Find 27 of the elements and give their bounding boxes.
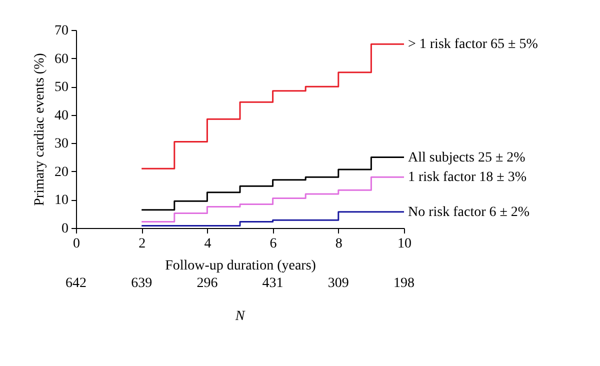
y-tick-label: 40 [54,108,68,124]
y-tick-label: 60 [54,52,68,67]
text: N [234,309,246,324]
text: 642 [66,276,86,291]
x-tick-label: 8 [335,236,342,252]
x-tick-label: 2 [138,236,146,252]
y-tick-label: 0 [62,222,68,236]
text: 198 [394,276,414,291]
x-tick-label: 4 [204,236,212,252]
x-axis-title: Follow-up duration (years) [165,258,316,274]
y-tick-label: 30 [54,136,68,152]
y-tick-label: 50 [54,80,68,96]
series-label: > 1 risk factor 65 ± 5% [408,37,538,52]
text: 431 [262,276,284,291]
x-tick-label: 6 [270,236,277,252]
series-label: All subjects 25 ± 2% [408,150,526,166]
y-axis-title: Primary cardiac events (%) [32,52,48,206]
y-tick-label: 20 [54,164,68,180]
x-tick-label: 10 [398,236,412,252]
y-tick-label: 70 [54,24,68,38]
series-label: No risk factor 6 ± 2% [408,204,530,220]
text: 309 [328,276,349,291]
text: 639 [131,276,152,291]
x-tick-label: 0 [73,236,80,252]
text: 296 [196,276,218,291]
y-tick-label: 10 [54,193,68,208]
series-label: 1 risk factor 18 ± 3% [408,170,527,186]
